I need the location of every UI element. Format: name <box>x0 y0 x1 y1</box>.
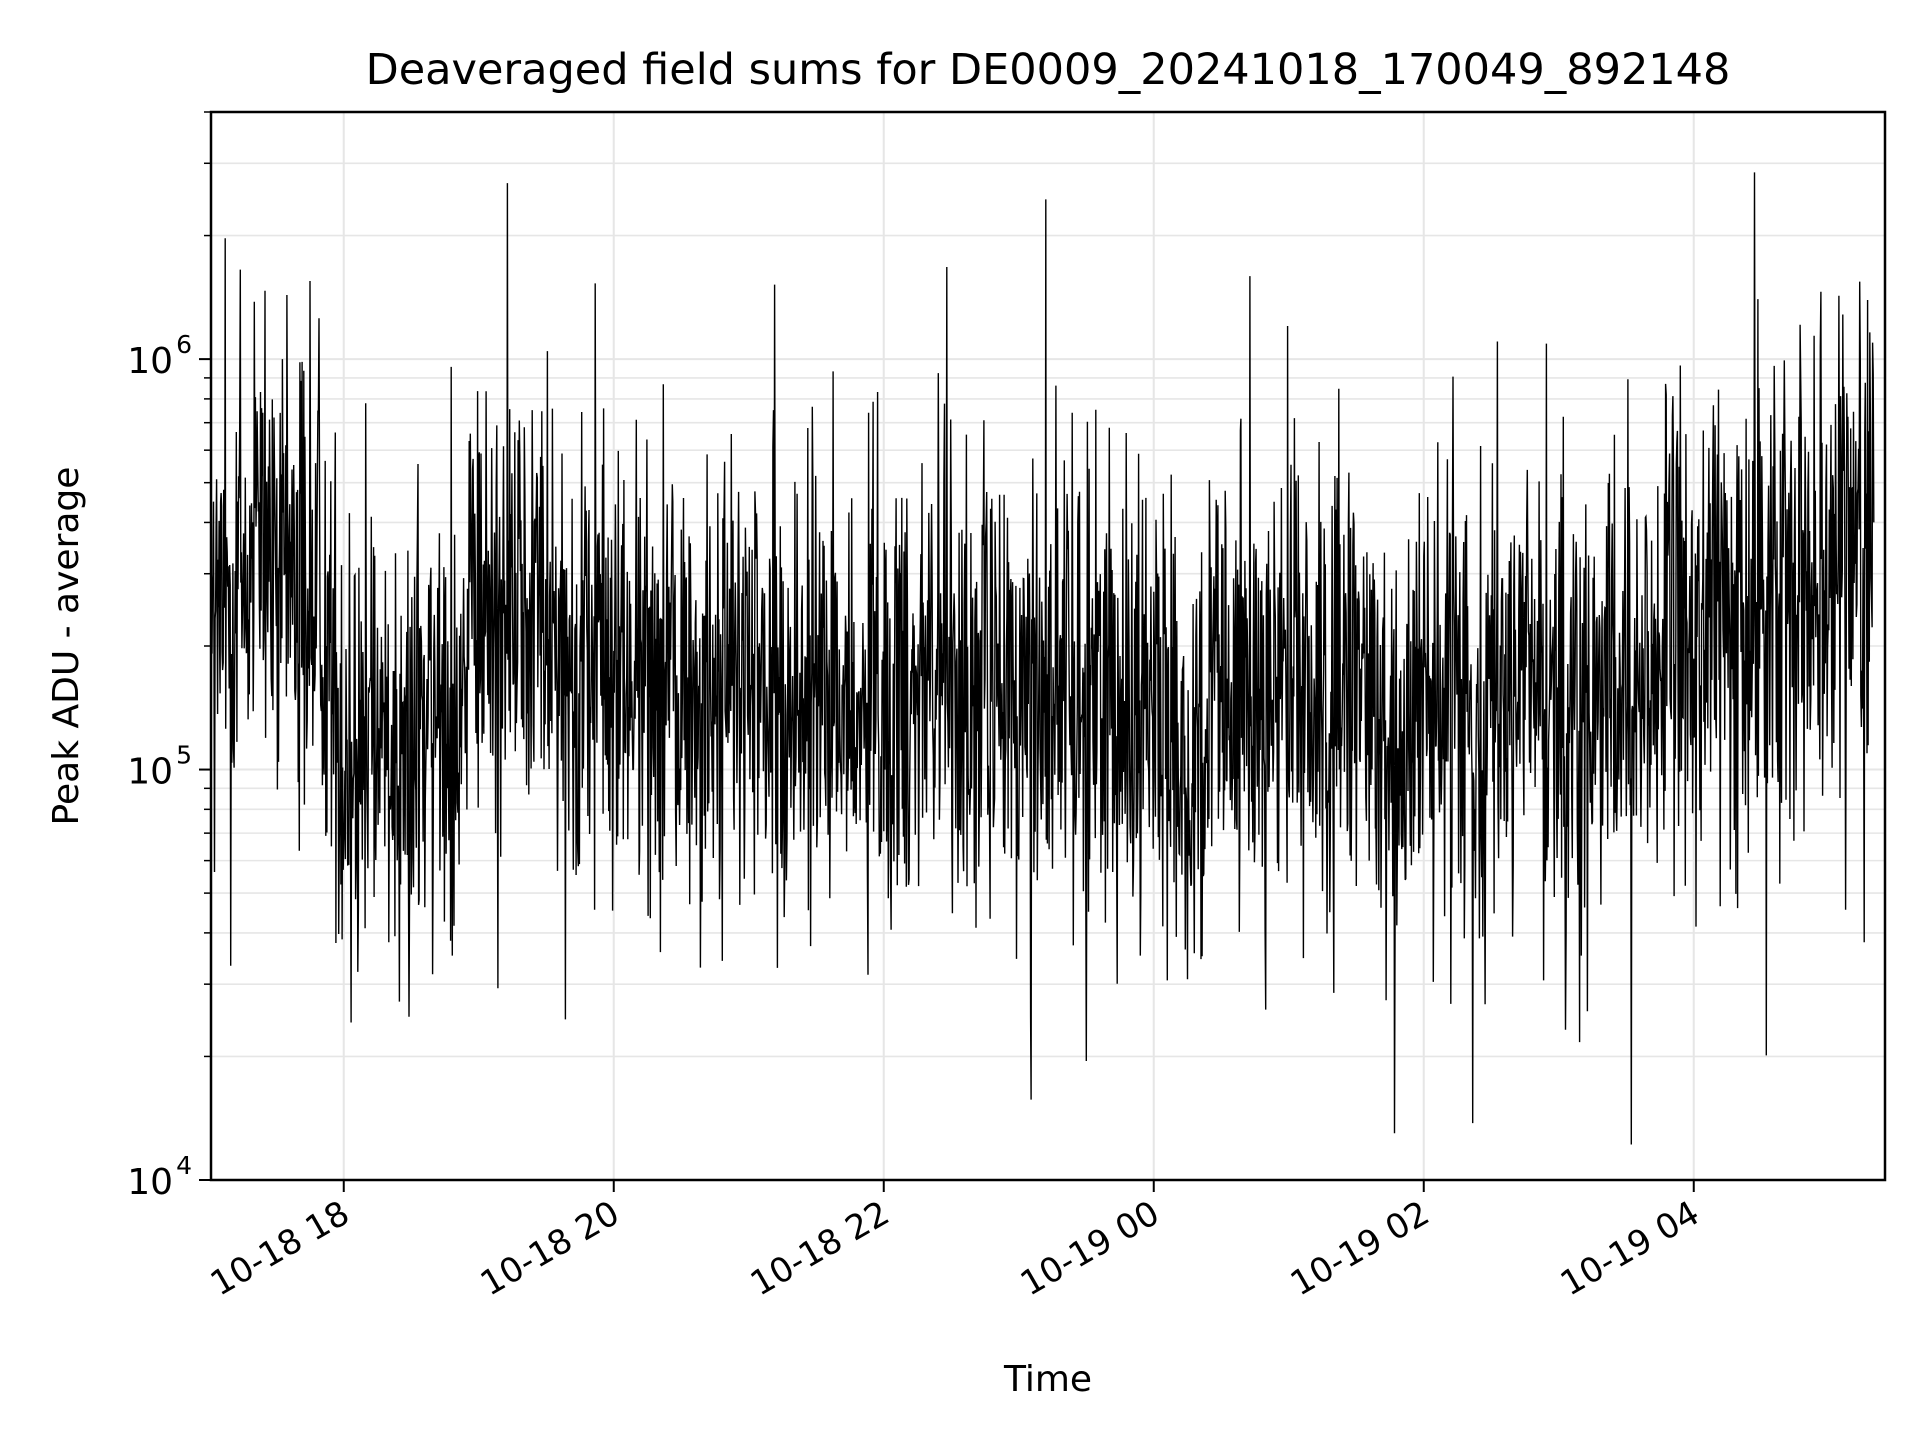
y-tick-label-exponent: 6 <box>176 330 192 359</box>
y-tick-label: 10 <box>127 341 173 382</box>
x-axis-label: Time <box>1003 1359 1092 1400</box>
series-line <box>210 172 1875 1145</box>
y-tick-label: 10 <box>127 1162 173 1203</box>
y-tick-label-exponent: 4 <box>176 1151 192 1180</box>
y-axis-label: Peak ADU - average <box>46 467 87 826</box>
chart-title: Deaveraged field sums for DE0009_2024101… <box>366 45 1731 95</box>
y-tick-label-exponent: 5 <box>176 741 192 770</box>
series-layer <box>210 172 1875 1145</box>
y-tick-label: 10 <box>127 752 173 793</box>
